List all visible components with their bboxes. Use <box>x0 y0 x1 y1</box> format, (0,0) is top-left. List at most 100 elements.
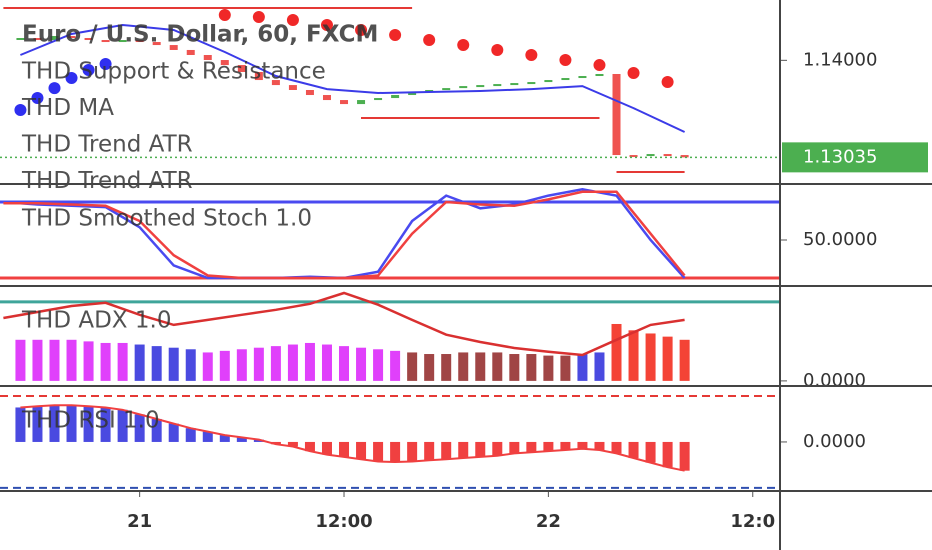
panel-title: THD RSI 1.0 <box>21 408 160 434</box>
bar <box>134 414 145 442</box>
bar <box>168 423 179 442</box>
candle <box>578 76 587 79</box>
candle <box>510 83 519 86</box>
candle <box>254 71 263 81</box>
bar <box>117 409 128 442</box>
series-dot <box>99 58 112 71</box>
series-dot <box>559 54 572 67</box>
bar <box>151 418 162 442</box>
bar <box>424 354 435 381</box>
bar <box>645 333 656 381</box>
candle <box>595 74 604 77</box>
bar <box>253 347 264 381</box>
bar <box>236 349 247 381</box>
candle <box>101 40 110 43</box>
bar <box>390 441 401 462</box>
bar <box>270 346 281 381</box>
series-dot <box>48 82 61 95</box>
candle <box>442 88 451 91</box>
candle <box>322 95 331 101</box>
bar <box>475 441 486 457</box>
bar <box>662 336 673 381</box>
candle <box>186 49 195 56</box>
bar <box>475 352 486 381</box>
series-line <box>20 23 686 133</box>
bar <box>100 407 111 442</box>
candle <box>288 85 297 90</box>
candle <box>33 38 42 41</box>
bar <box>134 344 145 381</box>
candle <box>425 89 434 93</box>
bar <box>287 344 298 381</box>
bar <box>185 428 196 442</box>
bar <box>219 350 230 381</box>
bar <box>83 406 94 442</box>
candle <box>663 154 672 157</box>
series-dot <box>252 10 265 23</box>
legend-entry: THD Support & Resistance <box>21 59 326 85</box>
bar <box>15 407 26 442</box>
x-tick-label: 12:0 <box>730 511 775 532</box>
bar <box>253 439 264 442</box>
bar <box>560 441 571 450</box>
bar <box>151 346 162 381</box>
bar-outline <box>20 404 685 472</box>
bar <box>287 441 298 447</box>
candle <box>152 42 161 46</box>
candle <box>340 100 349 105</box>
bar <box>526 354 537 381</box>
bar <box>168 347 179 381</box>
series-dot <box>457 39 470 52</box>
candle <box>237 65 246 72</box>
candle <box>646 154 655 157</box>
bar <box>441 441 452 460</box>
bar <box>594 441 605 450</box>
bar <box>321 441 332 455</box>
panel <box>0 188 780 280</box>
candle <box>220 60 229 66</box>
series-dot <box>491 43 504 56</box>
bar <box>543 355 554 381</box>
bar <box>424 441 435 461</box>
y-tick-label: 0.0000 <box>803 431 866 452</box>
series-dot <box>423 34 436 47</box>
candle <box>493 84 502 87</box>
panel <box>0 394 780 489</box>
legend-entry: THD Trend ATR <box>21 168 193 194</box>
bar <box>407 352 418 381</box>
series-dot <box>661 76 674 89</box>
candle <box>84 38 93 41</box>
y-tick-label: 50.0000 <box>803 229 877 250</box>
bar <box>15 339 26 381</box>
bar <box>594 352 605 381</box>
bar <box>509 354 520 381</box>
bar <box>611 441 622 454</box>
bar <box>662 441 673 468</box>
series-dot <box>218 8 231 21</box>
series-dot <box>627 66 640 79</box>
series-line <box>3 291 685 357</box>
series-dot <box>593 59 606 72</box>
candle <box>203 55 212 61</box>
bar <box>458 441 469 459</box>
bar <box>32 406 43 442</box>
candle <box>408 92 417 96</box>
candle <box>118 40 127 43</box>
bar <box>32 339 43 381</box>
bar <box>270 441 281 445</box>
bar <box>373 349 384 381</box>
series-dot <box>320 19 333 32</box>
bar <box>66 339 77 381</box>
candle <box>305 89 314 96</box>
bar <box>49 405 60 442</box>
bar <box>458 352 469 381</box>
panel <box>3 7 689 173</box>
bar <box>645 441 656 463</box>
chart-title: Euro / U.S. Dollar, 60, FXCM <box>22 22 378 48</box>
series-dot <box>525 49 538 62</box>
bar <box>49 339 60 381</box>
candle <box>680 155 689 158</box>
bar <box>577 441 588 449</box>
bar <box>611 323 622 381</box>
